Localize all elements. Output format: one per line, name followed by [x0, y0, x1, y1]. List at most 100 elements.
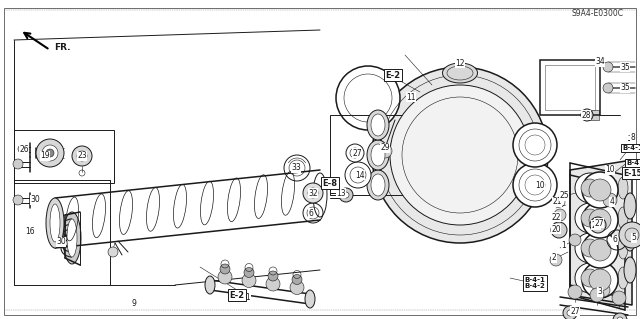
Text: 10: 10: [535, 181, 545, 189]
Text: 26: 26: [19, 145, 29, 153]
Polygon shape: [570, 163, 625, 310]
Circle shape: [292, 275, 302, 285]
Ellipse shape: [624, 225, 636, 251]
Text: 31: 31: [241, 293, 251, 302]
Circle shape: [584, 112, 590, 118]
Circle shape: [581, 269, 599, 287]
Circle shape: [596, 283, 610, 297]
Ellipse shape: [67, 219, 77, 257]
Text: E-8: E-8: [323, 179, 337, 188]
Circle shape: [18, 145, 26, 153]
Circle shape: [575, 203, 605, 233]
Circle shape: [336, 66, 400, 130]
Text: 30: 30: [30, 196, 40, 204]
Text: E-2: E-2: [229, 291, 244, 300]
Ellipse shape: [442, 63, 477, 83]
Ellipse shape: [618, 237, 628, 259]
Ellipse shape: [624, 257, 636, 283]
Circle shape: [589, 239, 611, 261]
Circle shape: [581, 179, 599, 197]
Bar: [587, 110, 599, 120]
Text: 8: 8: [630, 133, 636, 143]
Text: 20: 20: [551, 225, 561, 234]
Polygon shape: [570, 160, 632, 305]
Circle shape: [619, 222, 640, 248]
Circle shape: [603, 62, 613, 72]
Text: 27: 27: [594, 219, 604, 227]
Text: 3: 3: [598, 287, 602, 296]
Ellipse shape: [46, 198, 64, 248]
Circle shape: [568, 285, 582, 299]
Circle shape: [569, 234, 581, 246]
Ellipse shape: [367, 170, 389, 200]
Circle shape: [554, 209, 566, 221]
Text: B-4-1: B-4-1: [623, 145, 640, 151]
Ellipse shape: [618, 177, 628, 199]
Text: 10: 10: [605, 166, 615, 174]
Circle shape: [242, 273, 256, 287]
Circle shape: [590, 288, 604, 302]
Circle shape: [244, 268, 254, 278]
Text: 5: 5: [632, 234, 636, 242]
Ellipse shape: [63, 212, 81, 264]
Text: S9A4-E0300C: S9A4-E0300C: [572, 10, 624, 19]
Text: 30: 30: [56, 238, 66, 247]
Text: 27: 27: [570, 307, 580, 315]
Circle shape: [613, 313, 627, 319]
Circle shape: [308, 188, 318, 198]
Ellipse shape: [618, 267, 628, 289]
Circle shape: [303, 183, 323, 203]
Circle shape: [72, 146, 92, 166]
Ellipse shape: [50, 204, 60, 242]
Circle shape: [589, 179, 611, 201]
Circle shape: [378, 144, 392, 158]
Text: 23: 23: [77, 152, 87, 160]
Circle shape: [582, 202, 618, 238]
Circle shape: [220, 264, 230, 274]
Ellipse shape: [371, 174, 385, 196]
Text: 19: 19: [40, 152, 50, 160]
Text: 11: 11: [406, 93, 416, 101]
Text: 27: 27: [352, 149, 362, 158]
Circle shape: [575, 173, 605, 203]
Circle shape: [589, 209, 611, 231]
Circle shape: [372, 67, 548, 243]
Circle shape: [46, 149, 54, 157]
Text: 4: 4: [609, 197, 614, 206]
Circle shape: [590, 217, 606, 233]
Text: 14: 14: [355, 170, 365, 180]
Text: 33: 33: [291, 164, 301, 173]
Circle shape: [42, 145, 58, 161]
Ellipse shape: [305, 290, 315, 308]
Ellipse shape: [367, 110, 389, 140]
Text: 6: 6: [612, 235, 618, 244]
Circle shape: [575, 233, 605, 263]
Circle shape: [582, 172, 618, 208]
Circle shape: [581, 109, 593, 121]
Text: 1: 1: [562, 241, 566, 250]
Ellipse shape: [371, 114, 385, 136]
Text: E-2: E-2: [385, 70, 401, 79]
Text: 29: 29: [380, 144, 390, 152]
Circle shape: [513, 163, 557, 207]
Text: 9: 9: [132, 300, 136, 308]
Circle shape: [290, 280, 304, 294]
Text: 22: 22: [551, 212, 561, 221]
Ellipse shape: [367, 140, 389, 170]
Circle shape: [589, 269, 611, 291]
Circle shape: [513, 123, 557, 167]
Circle shape: [268, 271, 278, 281]
Ellipse shape: [205, 276, 215, 294]
Text: 6: 6: [308, 209, 314, 218]
Text: 12: 12: [455, 58, 465, 68]
Circle shape: [266, 277, 280, 291]
Text: 28: 28: [581, 110, 591, 120]
Circle shape: [551, 222, 567, 238]
Circle shape: [218, 270, 232, 284]
Bar: [330, 115, 430, 195]
Text: 25: 25: [559, 191, 569, 201]
Circle shape: [567, 310, 573, 316]
Text: 35: 35: [620, 63, 630, 71]
Ellipse shape: [313, 173, 327, 217]
Circle shape: [603, 83, 613, 93]
